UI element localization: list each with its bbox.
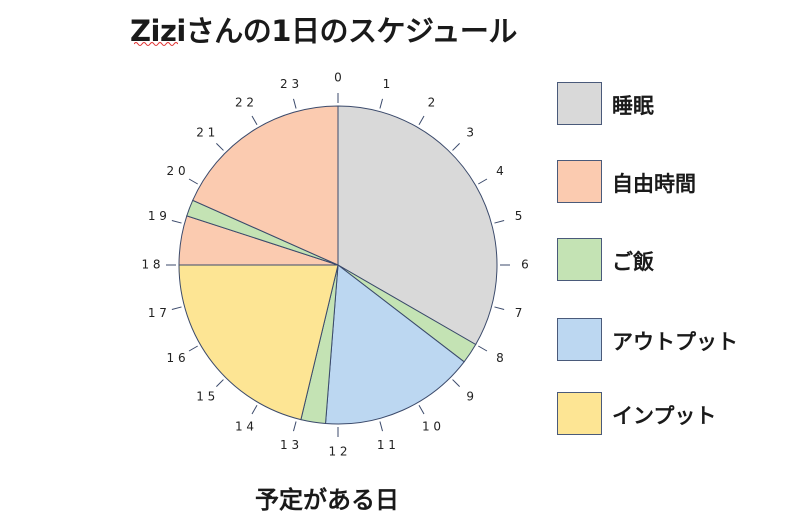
chart-subtitle: 予定がある日 [255, 486, 399, 514]
hour-label: 1 1 [377, 438, 396, 452]
hour-label: 1 4 [235, 419, 254, 433]
legend-label: インプット [612, 404, 717, 428]
hour-label: 1 7 [148, 306, 167, 320]
pie-slice [337, 105, 498, 346]
hour-tick [379, 421, 383, 432]
hour-tick [251, 115, 258, 125]
hour-tick [452, 379, 460, 387]
pie-slice [324, 264, 465, 425]
hour-label: 2 3 [280, 77, 299, 91]
hour-tick [171, 220, 182, 224]
hour-label: 1 5 [196, 390, 215, 404]
hour-label: 7 [515, 306, 523, 320]
hour-tick [478, 345, 488, 352]
hour-label: 6 [521, 258, 529, 272]
hour-tick [216, 379, 224, 387]
hour-tick [216, 143, 224, 151]
hour-label: 2 0 [167, 164, 186, 178]
legend-swatch [557, 238, 602, 281]
hour-label: 1 [383, 77, 391, 91]
hour-tick [188, 345, 198, 352]
hour-tick [418, 115, 425, 125]
hour-label: 1 3 [280, 438, 299, 452]
pie-slice [192, 105, 339, 266]
hour-label: 9 [466, 390, 474, 404]
legend-swatch [557, 392, 602, 435]
chart-title: Ziziさんの1日のスケジュール [130, 14, 517, 48]
hour-tick [379, 98, 383, 109]
hour-tick [293, 98, 297, 109]
spellcheck-underline [134, 42, 178, 46]
hour-label: 2 [428, 96, 436, 110]
hour-label: 1 9 [148, 209, 167, 223]
hour-label: 2 2 [235, 96, 254, 110]
pie-slice [178, 264, 339, 421]
hour-tick [251, 405, 258, 415]
hour-label: 0 [334, 71, 342, 85]
hour-tick [188, 178, 198, 185]
hour-tick [494, 306, 505, 310]
legend-label: アウトプット [612, 330, 738, 354]
hour-label: 1 2 [328, 445, 347, 459]
hour-label: 5 [515, 209, 523, 223]
hour-label: 8 [496, 351, 504, 365]
hour-tick [171, 306, 182, 310]
hour-label: 4 [496, 164, 504, 178]
legend-swatch [557, 318, 602, 361]
hour-label: 1 8 [141, 258, 160, 272]
hour-label: 2 1 [196, 125, 215, 139]
hour-label: 1 0 [422, 419, 441, 433]
legend-label: 睡眠 [612, 94, 654, 118]
legend-label: ご飯 [612, 250, 654, 274]
hour-label: 3 [466, 125, 474, 139]
legend-label: 自由時間 [612, 172, 696, 196]
hour-tick [452, 143, 460, 151]
hour-tick [418, 405, 425, 415]
legend-swatch [557, 160, 602, 203]
legend-swatch [557, 82, 602, 125]
hour-label: 1 6 [167, 351, 186, 365]
hour-tick [293, 421, 297, 432]
hour-tick [494, 220, 505, 224]
hour-tick [478, 178, 488, 185]
